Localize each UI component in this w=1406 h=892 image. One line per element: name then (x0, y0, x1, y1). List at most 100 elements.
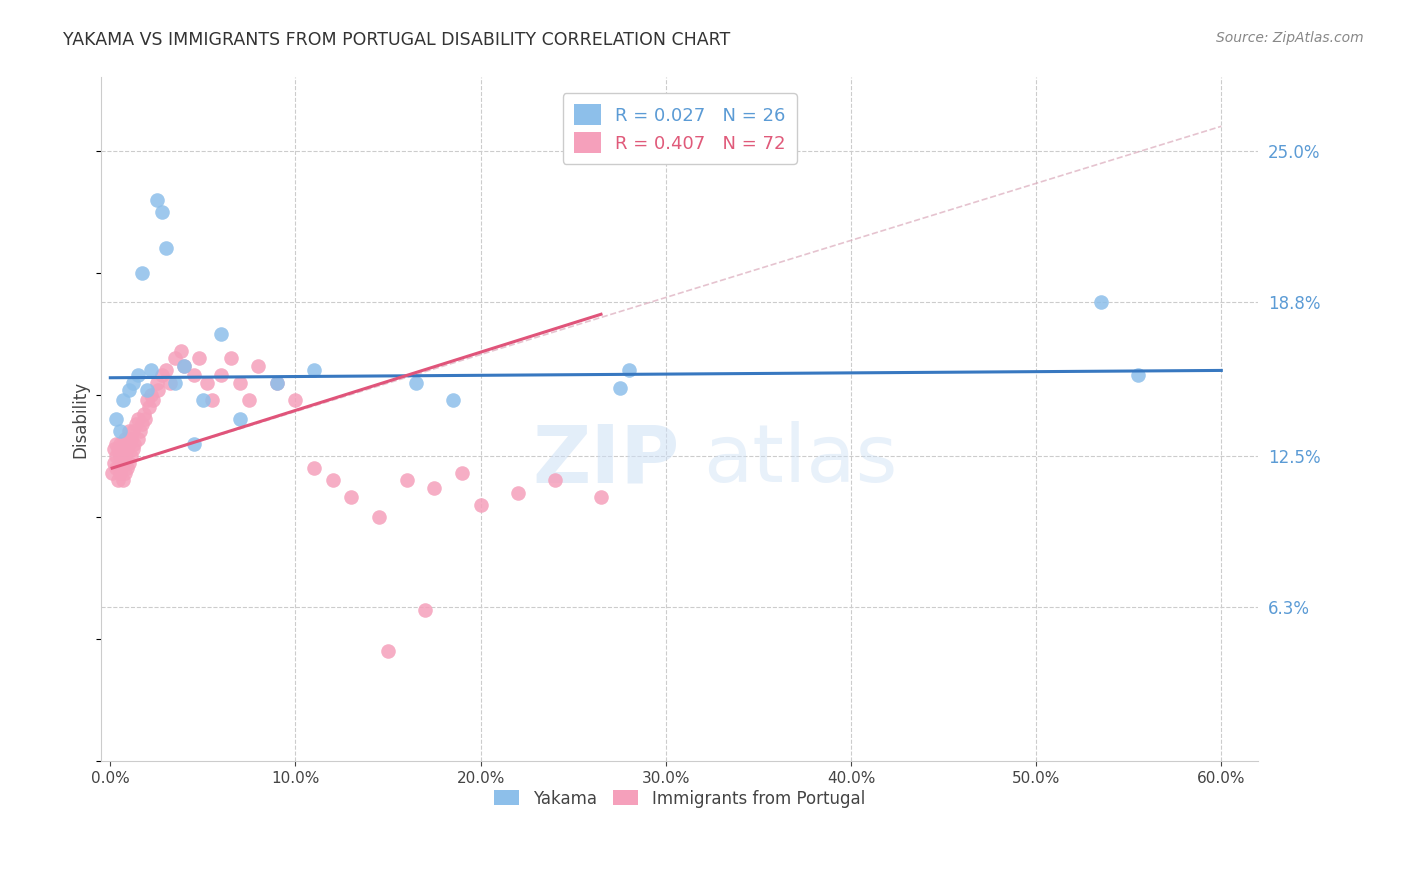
Point (139, 388, 162, 402)
Point (125, 417, 148, 431)
Point (107, 473, 129, 487)
Point (589, 491, 612, 505)
Point (148, 383, 170, 397)
Point (120, 449, 142, 463)
Point (405, 376, 427, 390)
Point (238, 392, 260, 407)
Point (104, 412, 127, 426)
Point (340, 491, 363, 505)
Point (101, 466, 124, 480)
Point (544, 473, 567, 487)
Point (103, 442, 125, 456)
Point (183, 368, 205, 383)
Point (266, 376, 288, 390)
Point (451, 466, 474, 480)
Point (441, 392, 464, 407)
Point (114, 449, 136, 463)
Point (165, 351, 187, 366)
Y-axis label: Disability: Disability (72, 381, 89, 458)
Point (132, 408, 155, 422)
Point (284, 392, 307, 407)
Point (110, 442, 132, 456)
Point (121, 442, 143, 456)
Point (104, 449, 127, 463)
Point (118, 456, 141, 470)
Point (302, 363, 325, 377)
Point (142, 392, 165, 407)
Point (201, 392, 224, 407)
Point (367, 510, 389, 524)
Point (155, 363, 177, 377)
Point (136, 392, 159, 407)
Point (169, 343, 191, 358)
Point (209, 326, 232, 341)
Point (173, 359, 195, 373)
Point (131, 417, 153, 431)
Point (110, 461, 132, 475)
Point (302, 461, 325, 475)
Point (183, 436, 205, 450)
Point (107, 442, 129, 456)
Point (121, 425, 143, 439)
Point (131, 266, 153, 280)
Text: atlas: atlas (703, 421, 897, 500)
Point (112, 436, 135, 450)
Point (118, 436, 141, 450)
Point (118, 383, 141, 397)
Point (115, 442, 138, 456)
Point (423, 481, 446, 495)
Text: Source: ZipAtlas.com: Source: ZipAtlas.com (1216, 31, 1364, 45)
Point (104, 436, 127, 450)
Point (219, 351, 242, 366)
Point (108, 466, 131, 480)
Point (377, 644, 399, 658)
Point (139, 363, 162, 377)
Text: ZIP: ZIP (533, 421, 679, 500)
Point (191, 392, 214, 407)
Point (112, 456, 135, 470)
Point (129, 425, 152, 439)
Point (108, 425, 131, 439)
Point (470, 498, 492, 512)
Point (127, 368, 149, 383)
Point (108, 436, 131, 450)
Point (118, 425, 141, 439)
Text: YAKAMA VS IMMIGRANTS FROM PORTUGAL DISABILITY CORRELATION CHART: YAKAMA VS IMMIGRANTS FROM PORTUGAL DISAB… (63, 31, 731, 49)
Point (112, 473, 135, 487)
Point (114, 466, 136, 480)
Point (150, 204, 173, 219)
Point (506, 485, 529, 500)
Point (321, 473, 343, 487)
Point (229, 412, 252, 426)
Point (127, 412, 149, 426)
Point (229, 376, 252, 390)
Point (121, 376, 143, 390)
Point (145, 376, 167, 390)
Point (165, 376, 187, 390)
Legend: Yakama, Immigrants from Portugal: Yakama, Immigrants from Portugal (488, 783, 872, 814)
Point (1090, 295, 1112, 310)
Point (1126, 368, 1149, 383)
Point (209, 368, 232, 383)
Point (155, 241, 177, 255)
Point (173, 359, 195, 373)
Point (413, 603, 436, 617)
Point (115, 461, 138, 475)
Point (112, 392, 135, 407)
Point (159, 376, 181, 390)
Point (108, 449, 131, 463)
Point (127, 432, 149, 446)
Point (195, 376, 218, 390)
Point (609, 380, 631, 394)
Point (120, 432, 142, 446)
Point (395, 473, 418, 487)
Point (134, 412, 156, 426)
Point (188, 351, 211, 366)
Point (617, 363, 640, 377)
Point (145, 193, 167, 207)
Point (266, 376, 288, 390)
Point (247, 359, 270, 373)
Point (104, 461, 127, 475)
Point (150, 368, 173, 383)
Point (138, 400, 160, 414)
